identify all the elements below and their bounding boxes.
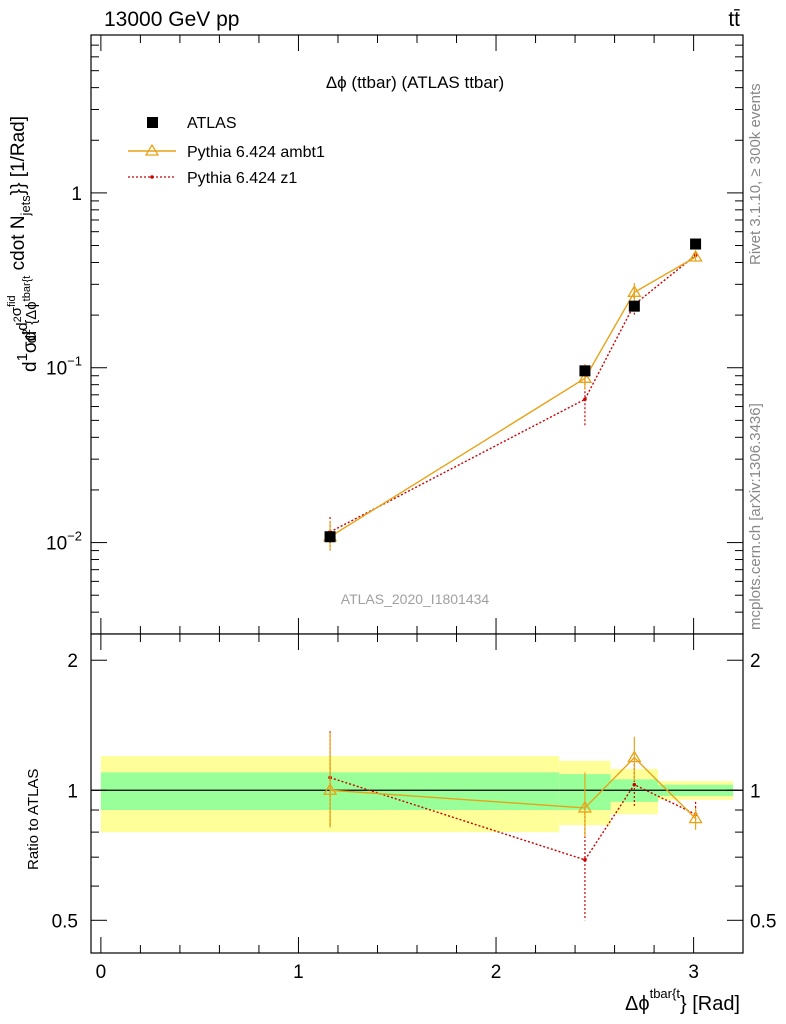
main-line-z1 (329, 254, 697, 533)
main-point-atlas (628, 300, 640, 312)
main-data (322, 238, 703, 551)
ratio-xtick-label: 1 (293, 962, 304, 983)
ratio-line-z1 (329, 776, 696, 861)
mcplots-label: mcplots.cern.ch [arXiv:1306.3436] (747, 403, 764, 630)
ratio-ytick-label-right: 2 (750, 651, 761, 672)
legend: ATLAS Pythia 6.424 ambt1 Pythia 6.424 z1 (128, 115, 325, 187)
header-right: tt̄ (728, 8, 740, 31)
main-line-ambt1 (329, 256, 696, 538)
legend-label-ambt1: Pythia 6.424 ambt1 (187, 144, 325, 161)
legend-entry-atlas: ATLAS (147, 115, 237, 132)
ratio-point-ambt1 (688, 811, 703, 824)
main-point-ambt1 (577, 371, 593, 383)
ratio-xtick-label: 3 (688, 962, 699, 983)
legend-marker-atlas (147, 117, 158, 128)
main-ytick-label: 1 (71, 184, 82, 205)
ratio-ytick-label: 0.5 (52, 911, 78, 932)
main-ytick-label: 10−2 (46, 529, 82, 555)
main-point-z1 (583, 397, 587, 402)
main-panel: 10−2 10−1 1 Δϕ (ttbar) (ATLAS ttbar) ATLAS… (6, 34, 744, 635)
ratio-ylabel: Ratio to ATLAS (25, 769, 42, 870)
header-left: 13000 GeV pp (104, 8, 239, 31)
ratio-xtick-label: 0 (96, 962, 107, 983)
legend-label-atlas: ATLAS (187, 115, 237, 132)
legend-entry-ambt1: Pythia 6.424 ambt1 (128, 143, 325, 161)
main-point-atlas (579, 365, 591, 377)
main-frame (90, 34, 744, 635)
ratio-data (322, 731, 703, 921)
ratio-xtick-label: 2 (491, 962, 502, 983)
main-point-ambt1 (688, 249, 703, 262)
ratio-ytick-label: 2 (67, 651, 78, 672)
ratio-point-ambt1 (322, 782, 338, 795)
ratio-point-z1 (583, 858, 587, 862)
ratio-xlabel: Δϕtbar{t} [Rad] (625, 986, 740, 1015)
ratio-point-z1 (632, 782, 637, 787)
ratio-ticks: 0.5 0.5 1 1 2 2 0 1 2 3 (52, 634, 776, 983)
legend-marker-z1 (150, 175, 154, 179)
ratio-panel: 0.5 0.5 1 1 2 2 0 1 2 3 Ratio to ATLAS Δϕtbar{t} … (25, 633, 776, 1015)
ratio-line-ambt1 (330, 756, 697, 820)
ratio-ytick-label-right: 0.5 (750, 911, 776, 932)
legend-label-z1: Pythia 6.424 z1 (187, 170, 297, 187)
watermark: ATLAS_2020_I1801434 (341, 591, 490, 607)
main-point-ambt1 (627, 285, 642, 297)
main-title: Δϕ (ttbar) (ATLAS ttbar) (326, 73, 504, 92)
rivet-label: Rivet 3.1.10, ≥ 300k events (747, 83, 764, 265)
ratio-ytick-label: 1 (67, 781, 78, 802)
ratio-point-ambt1 (627, 750, 642, 763)
ratio-ytick-label-right: 1 (750, 781, 761, 802)
main-ticks: 10−2 10−1 1 (46, 34, 743, 635)
main-ytick-label: 10−1 (46, 354, 82, 380)
main-point-atlas (690, 238, 702, 250)
main-ylabel: d1σdd2σfidd2 {Δϕtbar{t cdot Njets}} [1/R… (6, 116, 41, 372)
ratio-point-ambt1 (577, 800, 593, 813)
legend-marker-ambt1 (144, 143, 160, 156)
legend-entry-z1: Pythia 6.424 z1 (128, 170, 297, 187)
main-point-atlas (324, 531, 336, 543)
